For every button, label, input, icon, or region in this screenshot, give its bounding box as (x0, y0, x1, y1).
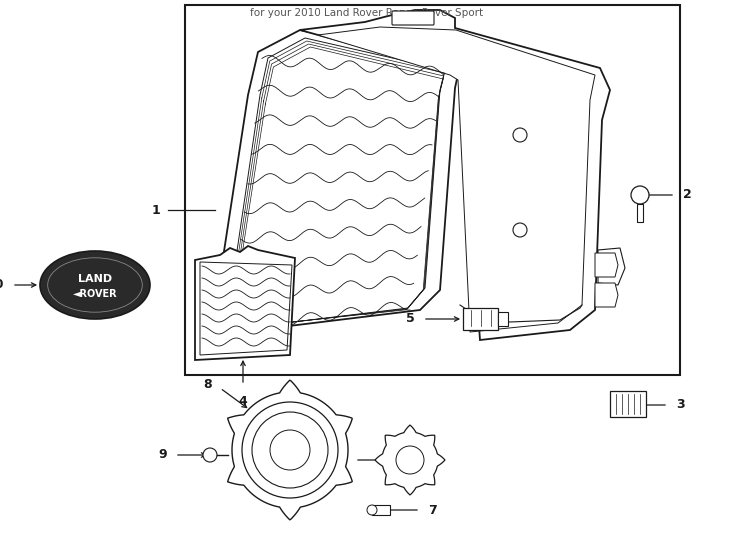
Text: 9: 9 (159, 449, 167, 462)
Text: 2: 2 (683, 188, 691, 201)
Text: 8: 8 (203, 379, 212, 392)
Circle shape (631, 186, 649, 204)
Text: 5: 5 (406, 313, 415, 326)
Text: 1: 1 (151, 204, 160, 217)
Text: 6: 6 (338, 454, 347, 467)
Circle shape (270, 430, 310, 470)
Circle shape (513, 223, 527, 237)
Polygon shape (595, 283, 618, 307)
Polygon shape (228, 38, 445, 330)
Circle shape (513, 128, 527, 142)
Bar (463, 308, 498, 330)
FancyBboxPatch shape (392, 11, 434, 25)
Polygon shape (375, 425, 445, 495)
Text: 10: 10 (0, 279, 4, 292)
Polygon shape (595, 253, 618, 277)
Bar (610, 391, 646, 417)
Bar (498, 312, 508, 326)
Text: 3: 3 (676, 399, 685, 411)
Ellipse shape (48, 258, 142, 312)
Text: ◄ROVER: ◄ROVER (73, 289, 117, 299)
Polygon shape (598, 248, 625, 285)
Text: 4: 4 (239, 395, 247, 408)
Text: for your 2010 Land Rover Range Rover Sport: for your 2010 Land Rover Range Rover Spo… (250, 8, 484, 18)
Bar (372, 505, 390, 515)
Polygon shape (195, 246, 295, 360)
Circle shape (396, 446, 424, 474)
Bar (637, 204, 643, 222)
Polygon shape (215, 30, 460, 335)
Polygon shape (200, 262, 292, 355)
Text: 7: 7 (428, 503, 437, 516)
Circle shape (203, 448, 217, 462)
Text: LAND: LAND (78, 274, 112, 284)
Circle shape (252, 412, 328, 488)
Polygon shape (300, 10, 610, 340)
Polygon shape (228, 380, 352, 520)
Ellipse shape (40, 251, 150, 319)
Circle shape (367, 505, 377, 515)
Bar (185, 5, 680, 375)
Polygon shape (318, 27, 595, 332)
Circle shape (242, 402, 338, 498)
